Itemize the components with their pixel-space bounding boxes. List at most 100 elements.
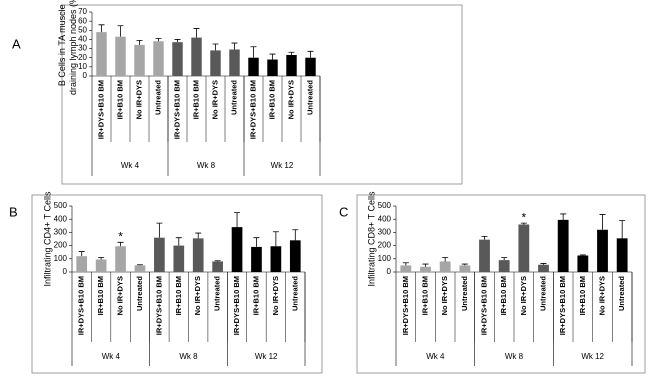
significance-mark: * [118, 229, 123, 243]
x-tick-label: IR+DYS+B10 BM [172, 80, 181, 139]
error-bar [175, 237, 182, 246]
bar [267, 59, 278, 76]
y-tick-label: 70 [78, 7, 87, 16]
bar [286, 54, 297, 76]
error-bar [195, 232, 202, 239]
group-label: Wk 8 [505, 352, 524, 361]
group-label: Wk 4 [121, 161, 140, 170]
bar [557, 219, 569, 272]
y-tick-label: 30 [78, 44, 87, 53]
error-bar [422, 263, 429, 267]
bar [96, 32, 107, 76]
bar [173, 245, 185, 272]
error-bar [442, 257, 449, 262]
bar [498, 260, 510, 272]
x-tick-label: IR+B10 BM [420, 276, 429, 315]
y-tick-label: 400 [54, 214, 68, 223]
y-axis-label: B Cells in TA muscle draining lymph node… [57, 0, 78, 95]
y-tick-label: 400 [378, 214, 392, 223]
x-tick-label: IR+DYS+B10 BM [479, 276, 488, 335]
y-tick-label: 100 [54, 254, 68, 263]
y-tick-label: 100 [378, 254, 392, 263]
x-tick-label: Untreated [153, 80, 162, 115]
error-bar [288, 51, 295, 55]
bar [191, 37, 202, 76]
y-tick-label: 40 [78, 35, 87, 44]
x-tick-label: IR+DYS+B10 BM [96, 80, 105, 139]
group-label: Wk 8 [179, 352, 198, 361]
x-tick-label: No IR+DYS [116, 276, 125, 315]
bar [231, 227, 243, 272]
error-bar [250, 46, 257, 58]
y-tick-label: 200 [378, 241, 392, 250]
bar [76, 256, 88, 272]
y-tick-label: 500 [378, 201, 392, 210]
error-bar [481, 235, 488, 240]
x-tick-label: No IR+DYS [286, 80, 295, 119]
bar [153, 41, 164, 76]
x-tick-label: IR+DYS+B10 BM [558, 276, 567, 335]
bar [210, 50, 221, 76]
error-bar [136, 39, 143, 45]
group-label: Wk 12 [581, 352, 604, 361]
y-tick-label: 20 [78, 53, 87, 62]
x-tick-label: IR+DYS+B10 BM [77, 276, 86, 335]
panel-frame [61, 4, 463, 185]
x-tick-label: IR+DYS+B10 BM [154, 276, 163, 335]
group-label: Wk 12 [271, 161, 294, 170]
error-bar [117, 241, 124, 247]
error-bar [619, 220, 626, 239]
bar [518, 224, 530, 272]
bar [115, 36, 126, 76]
x-tick-label: IR+DYS+B10 BM [232, 276, 241, 335]
bar [305, 57, 316, 76]
x-tick-label: No IR+DYS [519, 276, 528, 315]
bar [95, 259, 107, 272]
bar [172, 42, 183, 76]
x-tick-label: IR+B10 BM [174, 276, 183, 315]
y-tick-label: 10 [78, 62, 87, 71]
error-bar [599, 214, 606, 230]
bar [154, 237, 165, 272]
error-bar [193, 28, 200, 38]
bar [134, 44, 145, 76]
y-tick-label: 500 [54, 201, 68, 210]
y-tick-label: 300 [378, 228, 392, 237]
x-tick-label: Untreated [460, 276, 469, 311]
x-tick-label: Untreated [135, 276, 144, 311]
bar [251, 246, 262, 272]
x-tick-label: IR+B10 BM [267, 80, 276, 119]
y-tick-label: 50 [78, 25, 87, 34]
panel-letter: C [339, 204, 348, 219]
error-bar [174, 39, 181, 43]
x-tick-label: No IR+DYS [193, 276, 202, 315]
group-label: Wk 4 [426, 352, 445, 361]
x-tick-label: Untreated [213, 276, 222, 311]
x-tick-label: No IR+DYS [271, 276, 280, 315]
x-tick-label: Untreated [617, 276, 626, 311]
group-label: Wk 8 [197, 161, 216, 170]
bar [212, 261, 223, 272]
error-bar [98, 24, 105, 33]
bar [270, 246, 282, 272]
panel-frame [31, 194, 323, 374]
bar [616, 238, 628, 272]
error-bar [520, 222, 527, 225]
panel-letter: B [9, 204, 18, 219]
bar [538, 264, 549, 272]
bar [479, 239, 490, 272]
y-axis-label: Infiltrating CD4+ T Cells [42, 191, 52, 286]
x-tick-label: IR+B10 BM [191, 80, 200, 119]
error-bar [212, 43, 219, 51]
bar [577, 255, 589, 272]
error-bar [214, 260, 221, 262]
panel-frame [356, 194, 646, 374]
error-bar [234, 212, 241, 228]
bar [400, 265, 412, 272]
bar [192, 238, 204, 272]
error-bar [292, 229, 299, 241]
error-bar [98, 257, 105, 260]
group-label: Wk 12 [255, 352, 278, 361]
